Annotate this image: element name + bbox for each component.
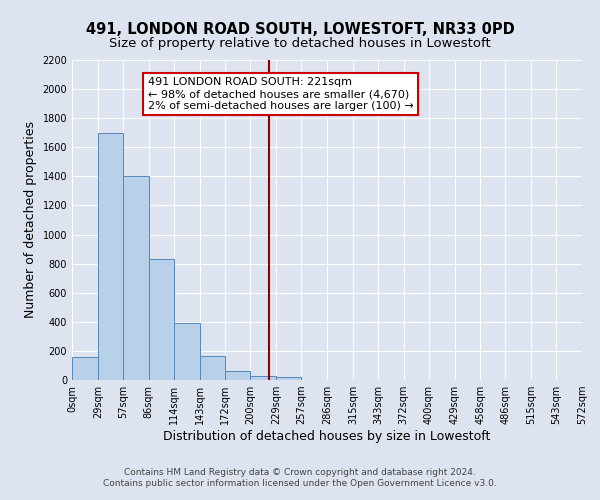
Bar bbox=[173, 324, 199, 380]
Bar bbox=[123, 176, 149, 380]
Bar bbox=[250, 376, 276, 380]
Text: Size of property relative to detached houses in Lowestoft: Size of property relative to detached ho… bbox=[109, 38, 491, 51]
Text: 491 LONDON ROAD SOUTH: 221sqm
← 98% of detached houses are smaller (4,670)
2% of: 491 LONDON ROAD SOUTH: 221sqm ← 98% of d… bbox=[148, 78, 413, 110]
Text: 491, LONDON ROAD SOUTH, LOWESTOFT, NR33 0PD: 491, LONDON ROAD SOUTH, LOWESTOFT, NR33 … bbox=[86, 22, 514, 38]
Y-axis label: Number of detached properties: Number of detached properties bbox=[24, 122, 37, 318]
Bar bbox=[199, 356, 226, 380]
Bar bbox=[276, 377, 301, 380]
Bar bbox=[149, 260, 173, 380]
Text: Contains HM Land Registry data © Crown copyright and database right 2024.
Contai: Contains HM Land Registry data © Crown c… bbox=[103, 468, 497, 487]
Bar bbox=[98, 132, 123, 380]
Bar bbox=[226, 370, 250, 380]
X-axis label: Distribution of detached houses by size in Lowestoft: Distribution of detached houses by size … bbox=[163, 430, 491, 443]
Bar bbox=[72, 356, 98, 380]
